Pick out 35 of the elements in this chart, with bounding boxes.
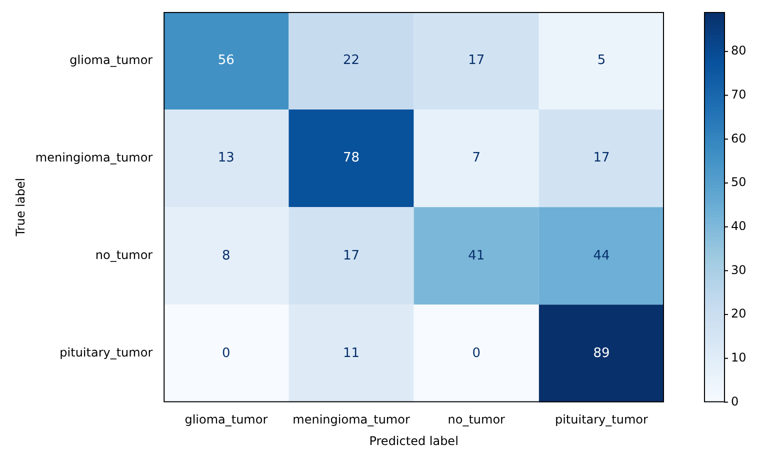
color-bar-label: 50	[731, 175, 746, 190]
data-label: 17	[593, 150, 610, 166]
y-tick-label: meningioma_tumor	[35, 150, 153, 164]
data-label: 89	[593, 346, 610, 361]
data-label: 8	[222, 248, 230, 264]
data-label: 7	[472, 150, 480, 166]
data-label: 17	[342, 248, 360, 264]
data-label: 0	[472, 346, 480, 361]
y-axis-title: True label	[13, 178, 28, 238]
color-bar-label: 40	[731, 218, 746, 233]
y-tick-label: pituitary_tumor	[60, 346, 153, 360]
data-label: 56	[218, 53, 234, 68]
y-tick-label: glioma_tumor	[70, 52, 153, 67]
x-axis-title: Predicted label	[369, 434, 458, 448]
x-tick-label: no_tumor	[448, 412, 506, 427]
data-label: 22	[342, 53, 360, 68]
color-bar-label: 60	[731, 131, 746, 146]
data-label: 11	[342, 346, 360, 361]
color-bar-label: 30	[731, 262, 746, 277]
color-bar-label: 20	[731, 306, 746, 321]
color-bar-label: 0	[731, 394, 739, 408]
data-label: 5	[597, 53, 606, 68]
data-label: 44	[593, 248, 610, 264]
x-tick-label: glioma_tumor	[184, 412, 268, 427]
color-bar-label: 80	[731, 44, 746, 58]
y-tick-label: no_tumor	[95, 248, 153, 262]
x-tick-label: meningioma_tumor	[292, 412, 410, 427]
data-label: 78	[342, 150, 360, 166]
x-tick-label: pituitary_tumor	[554, 412, 648, 427]
data-label: 41	[468, 248, 485, 264]
data-label: 13	[218, 150, 234, 166]
color-bar-label: 70	[731, 87, 746, 102]
data-label: 17	[468, 53, 485, 68]
data-label: 0	[222, 346, 230, 361]
color-bar-label: 10	[731, 350, 746, 364]
